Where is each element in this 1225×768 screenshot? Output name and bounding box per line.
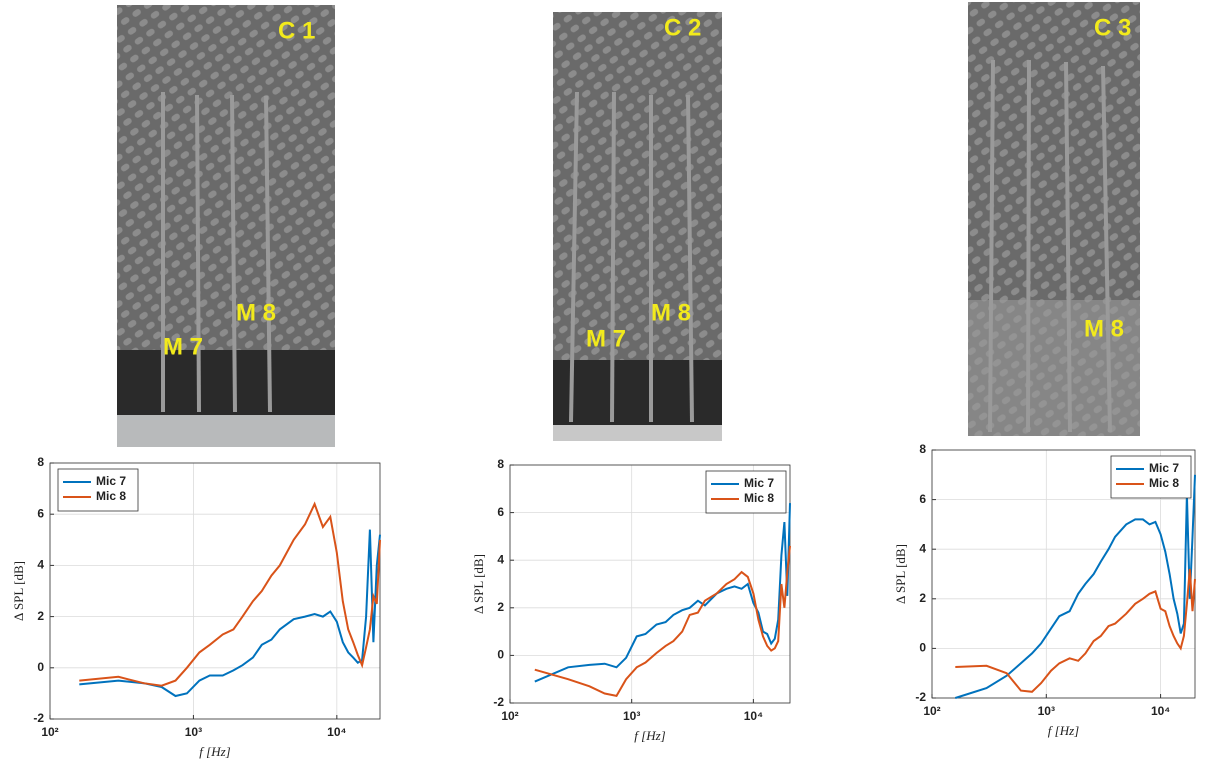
x-axis-label: f [Hz] <box>199 744 230 759</box>
legend-box <box>1110 455 1192 499</box>
axes-frame <box>931 449 1196 699</box>
legend-box <box>57 468 139 512</box>
photo: C 1 M 7 M 8 <box>117 5 335 447</box>
axes-frame <box>509 464 791 704</box>
photo: C 2 M 7 M 8 <box>553 12 722 441</box>
y-axis-label: Δ SPL [dB] <box>893 544 908 604</box>
x-tick-label: 10³ <box>185 725 202 739</box>
x-axis-label: f [Hz] <box>1048 723 1079 738</box>
photo-label: C 2 <box>664 14 701 41</box>
y-tick-label: 0 <box>497 648 504 662</box>
photo-label: C 3 <box>1094 14 1131 41</box>
y-axis-label: Δ SPL [dB] <box>11 561 26 621</box>
photo-label: M 7 <box>163 333 203 360</box>
y-tick-label: 0 <box>37 660 44 674</box>
photo-label: M 8 <box>236 299 276 326</box>
y-tick-label: 2 <box>497 600 504 614</box>
y-tick-label: 4 <box>497 552 504 566</box>
x-tick-label: 10⁴ <box>327 725 346 739</box>
legend-label: Mic 8 <box>744 491 774 505</box>
x-tick-label: 10³ <box>623 709 640 723</box>
y-tick-label: 4 <box>37 558 44 572</box>
series-line <box>955 568 1196 693</box>
x-tick-label: 10² <box>923 704 940 718</box>
y-tick-label: -2 <box>915 690 926 704</box>
photo-label: C 1 <box>278 17 315 44</box>
legend-label: Mic 8 <box>1149 476 1179 490</box>
y-tick-label: 6 <box>919 492 926 506</box>
y-tick-label: 0 <box>919 641 926 655</box>
x-tick-label: 10⁴ <box>744 709 763 723</box>
legend-label: Mic 8 <box>96 489 126 503</box>
x-tick-label: 10³ <box>1038 704 1055 718</box>
chart: -2 0 2 4 6 8 10² 10³ 10⁴ f [Hz] Δ SPL [dB] Mic 7Mic… <box>11 455 381 759</box>
photo-label: M 8 <box>1084 315 1124 342</box>
x-tick-label: 10² <box>501 709 518 723</box>
y-tick-label: 6 <box>37 506 44 520</box>
x-axis-label: f [Hz] <box>634 728 665 743</box>
y-axis-label: Δ SPL [dB] <box>471 554 486 614</box>
series-line <box>79 501 381 687</box>
series-line <box>954 474 1196 699</box>
y-tick-label: 8 <box>37 455 44 469</box>
y-tick-label: 8 <box>919 442 926 456</box>
y-tick-label: 2 <box>37 609 44 623</box>
photo-label: M 8 <box>651 299 691 326</box>
axes-frame <box>49 462 381 720</box>
y-tick-label: 6 <box>497 505 504 519</box>
photo-label: M 7 <box>586 325 626 352</box>
y-tick-label: 4 <box>919 541 926 555</box>
x-tick-label: 10² <box>41 725 58 739</box>
photo: C 3 M 8 <box>968 2 1140 436</box>
series-line <box>79 529 381 698</box>
y-tick-label: 2 <box>919 591 926 605</box>
series-line <box>534 545 791 698</box>
legend-label: Mic 7 <box>96 474 126 488</box>
y-tick-label: -2 <box>493 695 504 709</box>
legend-box <box>705 470 787 514</box>
legend-label: Mic 7 <box>744 476 774 490</box>
chart: -2 0 2 4 6 8 10² 10³ 10⁴ f [Hz] Δ SPL [dB] Mic 7Mic… <box>471 457 791 743</box>
y-tick-label: -2 <box>33 711 44 725</box>
chart: -2 0 2 4 6 8 10² 10³ 10⁴ f [Hz] Δ SPL [dB] Mic 7Mic… <box>893 442 1196 738</box>
y-tick-label: 8 <box>497 457 504 471</box>
legend-label: Mic 7 <box>1149 461 1179 475</box>
x-tick-label: 10⁴ <box>1151 704 1170 718</box>
